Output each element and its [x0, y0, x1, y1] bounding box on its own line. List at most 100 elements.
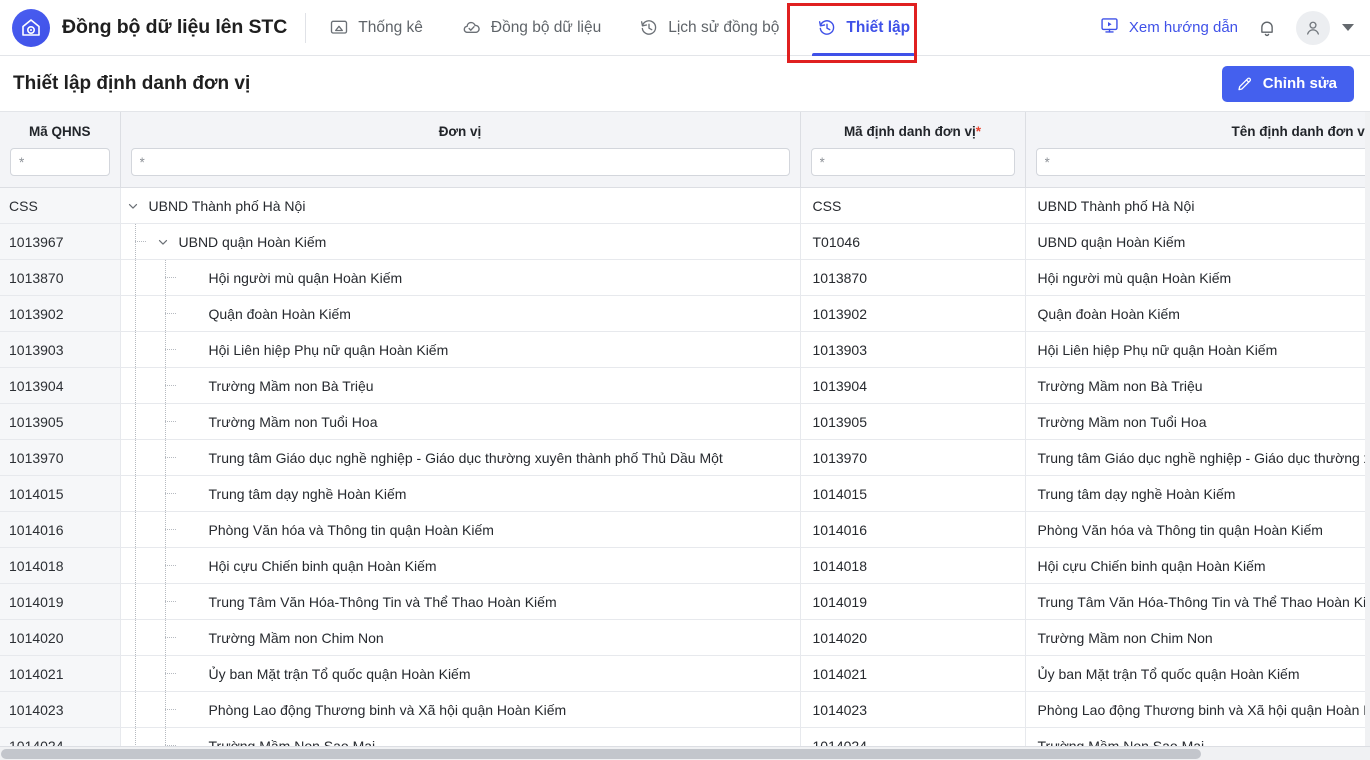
cell-ma-qhns: 1014023 [0, 691, 121, 728]
tree-guide-line [121, 584, 151, 619]
table-row[interactable]: 1013903 Hội Liên hiệp Phụ nữ quận Hoàn Ki… [0, 331, 1370, 368]
table-row[interactable]: 1014018 Hội cựu Chiến binh quận Hoàn Kiếm… [0, 547, 1370, 584]
cell-ma-dinh-danh: 1014016 [800, 511, 1026, 548]
table-row[interactable]: CSS UBND Thành phố Hà Nội CSS UBND Thành ph… [0, 187, 1370, 224]
table-body: CSS UBND Thành phố Hà Nội CSS UBND Thành ph… [0, 187, 1370, 760]
tree-guide-line [151, 260, 181, 295]
history-clock-icon [817, 18, 837, 38]
cell-ma-qhns: 1014016 [0, 511, 121, 548]
table-row[interactable]: 1013870 Hội người mù quận Hoàn Kiếm 101387… [0, 259, 1370, 296]
chart-monitor-icon [329, 18, 349, 38]
table-row[interactable]: 1013904 Trường Mầm non Bà Triệu 1013904 Trư… [0, 367, 1370, 404]
table-row[interactable]: 1014021 Ủy ban Mặt trận Tổ quốc quận Hoàn… [0, 655, 1370, 692]
tree-node-label: UBND quận Hoàn Kiếm [178, 233, 327, 250]
cell-ma-qhns: 1014021 [0, 655, 121, 692]
user-avatar-icon[interactable] [1296, 10, 1330, 45]
cell-ten-dinh-danh: Ủy ban Mặt trận Tổ quốc quận Hoàn Kiếm [1025, 655, 1370, 692]
tree-node: UBND Thành phố Hà Nội [121, 188, 800, 223]
cell-ten-dinh-danh: Phòng Văn hóa và Thông tin quận Hoàn Kiế… [1025, 511, 1370, 548]
required-marker: * [975, 124, 982, 139]
tree-node-label: Phòng Lao động Thương binh và Xã hội quậ… [208, 701, 567, 718]
tree-node-label: Trung Tâm Văn Hóa-Thông Tin và Thể Thao … [208, 593, 557, 610]
table-row[interactable]: 1014015 Trung tâm dạy nghề Hoàn Kiếm 10140… [0, 475, 1370, 512]
unit-identity-table-container[interactable]: Mã QHNS Đơn vị Mã định danh đơn vị* [0, 112, 1370, 760]
tree-guide-line [121, 440, 151, 475]
table-row[interactable]: 1014023 Phòng Lao động Thương binh và Xã … [0, 691, 1370, 728]
horizontal-scrollbar[interactable] [0, 746, 1370, 760]
cell-ten-dinh-danh: UBND Thành phố Hà Nội [1025, 187, 1370, 224]
horizontal-scrollbar-thumb[interactable] [1, 749, 1201, 759]
tree-guide-line [121, 368, 151, 403]
cell-don-vi: Trung tâm dạy nghề Hoàn Kiếm [120, 475, 801, 512]
cell-don-vi: Trường Mầm non Chim Non [120, 619, 801, 656]
tab-label: Đồng bộ dữ liệu [490, 18, 602, 36]
table-row[interactable]: 1014016 Phòng Văn hóa và Thông tin quận H… [0, 511, 1370, 548]
filter-cell [0, 148, 120, 187]
cell-don-vi: Trường Mầm non Bà Triệu [120, 367, 801, 404]
topbar-right-actions: Xem hướng dẫn [1099, 10, 1356, 45]
tree-guide-line [121, 692, 151, 727]
nav-tabs: Thống kê Đồng bộ dữ liệu Lịch sử đồng bộ [310, 0, 929, 56]
tree-expand-toggle[interactable] [121, 188, 145, 223]
tree-node: Phòng Văn hóa và Thông tin quận Hoàn Kiế… [121, 512, 800, 547]
tab-label: Lịch sử đồng bộ [668, 18, 780, 36]
home-logo-icon [12, 8, 50, 47]
tree-node: Hội cựu Chiến binh quận Hoàn Kiếm [121, 548, 800, 583]
table-row[interactable]: 1013905 Trường Mầm non Tuổi Hoa 1013905 Trư… [0, 403, 1370, 440]
table-row[interactable]: 1014020 Trường Mầm non Chim Non 1014020 Trư… [0, 619, 1370, 656]
cell-don-vi: Trung tâm Giáo dục nghề nghiệp - Giáo dụ… [120, 439, 801, 476]
filter-input-ten-dinh-danh[interactable] [1035, 148, 1370, 176]
tree-node-label: Hội Liên hiệp Phụ nữ quận Hoàn Kiếm [208, 341, 449, 358]
pencil-edit-icon [1236, 75, 1254, 93]
tree-node: Hội Liên hiệp Phụ nữ quận Hoàn Kiếm [121, 332, 800, 367]
table-row[interactable]: 1013902 Quận đoàn Hoàn Kiếm 1013902 Quận đo… [0, 295, 1370, 332]
tree-expand-toggle[interactable] [151, 224, 175, 259]
column-label: Mã QHNS [28, 124, 91, 139]
tree-node: Trung Tâm Văn Hóa-Thông Tin và Thể Thao … [121, 584, 800, 619]
edit-button[interactable]: Chỉnh sửa [1221, 65, 1354, 102]
tree-node-label: Ủy ban Mặt trận Tổ quốc quận Hoàn Kiếm [208, 665, 471, 682]
video-play-icon [1099, 15, 1120, 40]
cell-ma-dinh-danh: 1013870 [800, 259, 1026, 296]
tree-node-label: Trung tâm dạy nghề Hoàn Kiếm [208, 485, 407, 502]
cell-ma-dinh-danh: 1014019 [800, 583, 1026, 620]
tree-guide-line [121, 296, 151, 331]
cell-don-vi: Quận đoàn Hoàn Kiếm [120, 295, 801, 332]
unit-identity-table: Mã QHNS Đơn vị Mã định danh đơn vị* [0, 112, 1370, 760]
tree-guide-line [121, 512, 151, 547]
column-label: Mã định danh đơn vị [843, 124, 976, 139]
tab-thong-ke[interactable]: Thống kê [310, 0, 442, 56]
filter-input-don-vi[interactable] [130, 148, 790, 176]
tree-node: UBND quận Hoàn Kiếm [121, 224, 800, 259]
view-guide-link[interactable]: Xem hướng dẫn [1099, 15, 1238, 40]
cell-ma-dinh-danh: 1014021 [800, 655, 1026, 692]
app-title: Đồng bộ dữ liệu lên STC [62, 16, 288, 38]
tree-node-label: Hội người mù quận Hoàn Kiếm [208, 269, 403, 286]
top-navigation-bar: Đồng bộ dữ liệu lên STC Thống kê Đồng bộ… [0, 0, 1370, 63]
column-header-don-vi: Đơn vị [120, 112, 801, 188]
cell-ten-dinh-danh: Trung Tâm Văn Hóa-Thông Tin và Thể Thao … [1025, 583, 1370, 620]
table-row[interactable]: 1013970 Trung tâm Giáo dục nghề nghiệp - … [0, 439, 1370, 476]
tab-dong-bo-du-lieu[interactable]: Đồng bộ dữ liệu [442, 0, 620, 56]
tree-guide-line [151, 620, 181, 655]
tree-guide-line [121, 224, 151, 259]
bell-icon[interactable] [1252, 13, 1282, 43]
tree-node-label: Hội cựu Chiến binh quận Hoàn Kiếm [208, 557, 437, 574]
column-header-ma-qhns: Mã QHNS [0, 112, 121, 188]
table-row[interactable]: 1014019 Trung Tâm Văn Hóa-Thông Tin và Th… [0, 583, 1370, 620]
tree-node: Trung tâm dạy nghề Hoàn Kiếm [121, 476, 800, 511]
cell-ten-dinh-danh: UBND quận Hoàn Kiếm [1025, 223, 1370, 260]
filter-input-ma-qhns[interactable] [10, 148, 110, 176]
tree-node-label: Trường Mầm non Tuổi Hoa [208, 413, 378, 430]
vertical-scrollbar[interactable] [1365, 112, 1370, 760]
cell-don-vi: Hội người mù quận Hoàn Kiếm [120, 259, 801, 296]
cell-ma-qhns: 1014020 [0, 619, 121, 656]
chevron-down-icon[interactable] [1342, 24, 1354, 31]
filter-input-ma-dinh-danh[interactable] [810, 148, 1015, 176]
tab-thiet-lap[interactable]: Thiết lập [798, 0, 929, 56]
column-header-ten-dinh-danh: Tên định danh đơn vị [1025, 112, 1370, 188]
tab-lich-su-dong-bo[interactable]: Lịch sử đồng bộ [620, 0, 798, 56]
tree-guide-line [121, 656, 151, 691]
tree-guide-line [121, 548, 151, 583]
table-row[interactable]: 1013967 UBND quận Hoàn Kiếm T01046 UBND quậ… [0, 223, 1370, 260]
